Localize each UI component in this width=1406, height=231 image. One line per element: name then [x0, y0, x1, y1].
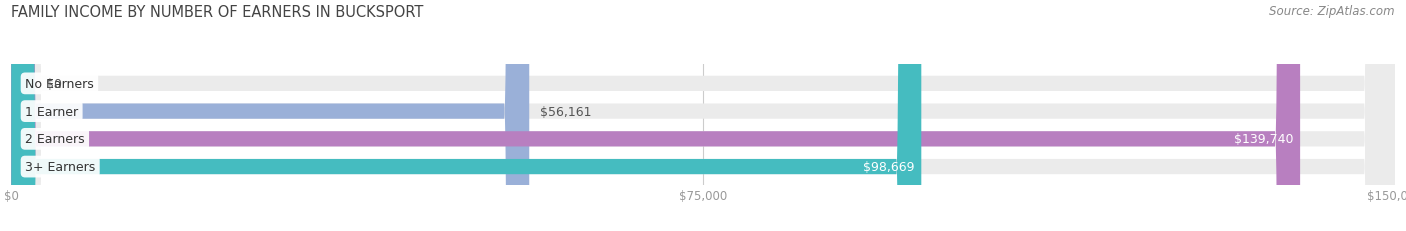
FancyBboxPatch shape — [11, 0, 921, 231]
Text: 1 Earner: 1 Earner — [25, 105, 79, 118]
FancyBboxPatch shape — [11, 0, 1395, 231]
FancyBboxPatch shape — [11, 0, 28, 231]
Text: 2 Earners: 2 Earners — [25, 133, 84, 146]
FancyBboxPatch shape — [11, 0, 1395, 231]
Text: Source: ZipAtlas.com: Source: ZipAtlas.com — [1270, 5, 1395, 18]
FancyBboxPatch shape — [11, 0, 529, 231]
FancyBboxPatch shape — [11, 0, 1301, 231]
Text: $56,161: $56,161 — [540, 105, 592, 118]
Text: No Earners: No Earners — [25, 78, 94, 91]
Text: $139,740: $139,740 — [1233, 133, 1294, 146]
Text: $98,669: $98,669 — [863, 160, 914, 173]
Text: $0: $0 — [46, 78, 62, 91]
FancyBboxPatch shape — [11, 0, 1395, 231]
Text: 3+ Earners: 3+ Earners — [25, 160, 96, 173]
Text: FAMILY INCOME BY NUMBER OF EARNERS IN BUCKSPORT: FAMILY INCOME BY NUMBER OF EARNERS IN BU… — [11, 5, 423, 20]
FancyBboxPatch shape — [11, 0, 1395, 231]
